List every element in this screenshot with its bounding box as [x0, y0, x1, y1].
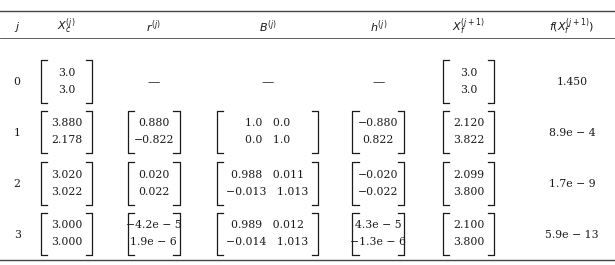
Text: 3: 3 [14, 229, 21, 240]
Text: 4.3e − 5: 4.3e − 5 [355, 220, 402, 230]
Text: 2.178: 2.178 [51, 135, 82, 145]
Text: 3.0: 3.0 [460, 85, 477, 95]
Text: 3.800: 3.800 [453, 187, 485, 197]
Text: $f(X_f^{(j+1)})$: $f(X_f^{(j+1)})$ [549, 16, 595, 37]
Text: 3.880: 3.880 [50, 118, 82, 128]
Text: —: — [372, 76, 384, 89]
Text: 3.0: 3.0 [460, 68, 477, 78]
Text: 2.120: 2.120 [453, 118, 485, 128]
Text: $B^{(j)}$: $B^{(j)}$ [258, 18, 277, 35]
Text: −1.3e − 6: −1.3e − 6 [350, 237, 407, 248]
Text: 3.822: 3.822 [453, 135, 485, 145]
Text: 0.988   0.011: 0.988 0.011 [231, 170, 304, 180]
Text: —: — [148, 76, 160, 89]
Text: 1.7e − 9: 1.7e − 9 [549, 179, 595, 189]
Text: $j$: $j$ [14, 20, 20, 33]
Text: 0: 0 [14, 77, 21, 87]
Text: $X_f^{(j+1)}$: $X_f^{(j+1)}$ [452, 16, 485, 37]
Text: −0.880: −0.880 [358, 118, 399, 128]
Text: −0.014   1.013: −0.014 1.013 [226, 237, 309, 248]
Text: 5.9e − 13: 5.9e − 13 [545, 229, 599, 240]
Text: 8.9e − 4: 8.9e − 4 [549, 127, 595, 138]
Text: 2.100: 2.100 [453, 220, 485, 230]
Text: 0.0   1.0: 0.0 1.0 [245, 135, 290, 145]
Text: 3.0: 3.0 [58, 85, 75, 95]
Text: 0.880: 0.880 [138, 118, 170, 128]
Text: 0.989   0.012: 0.989 0.012 [231, 220, 304, 230]
Text: 2.099: 2.099 [453, 170, 484, 180]
Text: −0.022: −0.022 [358, 187, 399, 197]
Text: $r^{(j)}$: $r^{(j)}$ [146, 18, 161, 35]
Text: 3.000: 3.000 [50, 220, 82, 230]
Text: 0.822: 0.822 [362, 135, 394, 145]
Text: —: — [261, 76, 274, 89]
Text: 1.0   0.0: 1.0 0.0 [245, 118, 290, 128]
Text: 2: 2 [14, 179, 21, 189]
Text: −0.822: −0.822 [133, 135, 174, 145]
Text: 1: 1 [14, 127, 21, 138]
Text: 3.020: 3.020 [50, 170, 82, 180]
Text: 1.9e − 6: 1.9e − 6 [130, 237, 177, 248]
Text: −0.020: −0.020 [358, 170, 399, 180]
Text: $h^{(j)}$: $h^{(j)}$ [370, 18, 387, 35]
Text: $X_c^{(j)}$: $X_c^{(j)}$ [57, 17, 76, 36]
Text: −0.013   1.013: −0.013 1.013 [226, 187, 309, 197]
Text: −4.2e − 5: −4.2e − 5 [126, 220, 181, 230]
Text: 3.0: 3.0 [58, 68, 75, 78]
Text: 1.450: 1.450 [557, 77, 587, 87]
Text: 0.022: 0.022 [138, 187, 170, 197]
Text: 3.000: 3.000 [50, 237, 82, 248]
Text: 3.022: 3.022 [50, 187, 82, 197]
Text: 3.800: 3.800 [453, 237, 485, 248]
Text: 0.020: 0.020 [138, 170, 170, 180]
